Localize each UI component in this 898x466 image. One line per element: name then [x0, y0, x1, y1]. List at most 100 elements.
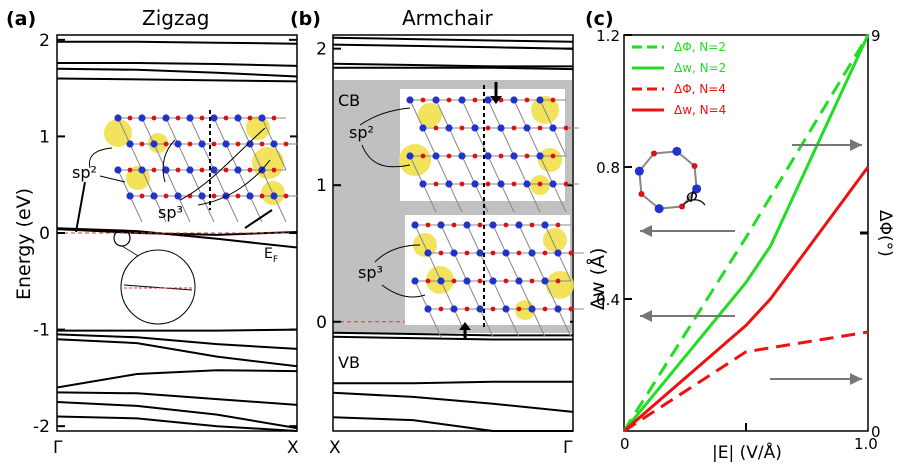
- series-line-2: [623, 330, 869, 433]
- atom-o: [563, 125, 569, 131]
- atom-n: [541, 277, 549, 285]
- zoom-band: [123, 284, 193, 291]
- atom-o: [438, 250, 444, 256]
- atom-o: [524, 153, 530, 159]
- band-line: [332, 391, 574, 413]
- legend: ΔΦ, N=2 Δw, N=2 ΔΦ, N=4 Δw, N=4: [632, 40, 726, 117]
- panel-b-title: Armchair: [402, 6, 494, 30]
- atom-n: [150, 140, 158, 148]
- atom-n: [489, 221, 497, 229]
- atom-n: [174, 192, 182, 200]
- atom-o: [271, 115, 277, 121]
- ring-molecule-inset: Φ: [634, 146, 706, 214]
- atom-n: [497, 180, 505, 188]
- atom-n: [510, 152, 518, 160]
- atom-n: [419, 124, 427, 132]
- legend-label: ΔΦ, N=2: [674, 40, 726, 54]
- x-tick-label: X: [329, 438, 341, 458]
- atom-n: [450, 249, 458, 257]
- atom-o: [451, 278, 457, 284]
- charge-density-blob: [399, 144, 431, 176]
- y-tick-label: 0.8: [596, 159, 620, 177]
- atom-n: [234, 114, 242, 122]
- atom-n: [437, 221, 445, 229]
- atom-n: [502, 249, 510, 257]
- atom-o: [451, 222, 457, 228]
- atom-o: [511, 125, 517, 131]
- band-line: [56, 67, 298, 78]
- y-tick-label: 0: [39, 224, 50, 244]
- atom-n: [471, 180, 479, 188]
- panel-c-xlabel: |E| (V/Å): [712, 441, 782, 463]
- ring-atom: [692, 184, 702, 194]
- atom-o: [211, 141, 217, 147]
- panel-a-ylabel: Energy (eV): [13, 188, 35, 300]
- atom-n: [515, 221, 523, 229]
- band-line: [56, 338, 298, 368]
- zigzag-sp-arrows: [75, 127, 273, 233]
- atom-o: [459, 181, 465, 187]
- atom-o: [459, 125, 465, 131]
- panel-c-ylabel: Δw (Å): [586, 248, 609, 310]
- cb-label: CB: [338, 91, 360, 110]
- atom-o: [235, 141, 241, 147]
- y-tick-label-right: 9: [871, 27, 881, 45]
- atom-o: [503, 278, 509, 284]
- panel-a-letter: (a): [6, 8, 36, 30]
- band-line: [332, 36, 574, 43]
- y-tick-label-right: 0: [871, 423, 881, 441]
- panel-a-bands: [56, 40, 298, 432]
- band-line: [332, 416, 573, 432]
- band-line: [56, 391, 298, 406]
- y-tick-label: -2: [33, 417, 50, 437]
- panel-a-ticks: 2 1 0 -1 -2Γ X: [33, 31, 299, 458]
- atom-n: [471, 124, 479, 132]
- ring-atom: [672, 146, 682, 156]
- atom-o: [199, 115, 205, 121]
- atom-n: [114, 166, 122, 174]
- charge-density-blob: [413, 233, 437, 257]
- atom-o: [529, 222, 535, 228]
- ring-atom: [691, 163, 698, 170]
- atom-n: [406, 96, 414, 104]
- atom-o: [550, 153, 556, 159]
- atom-o: [187, 141, 193, 147]
- atom-o: [163, 141, 169, 147]
- band-line: [56, 369, 298, 389]
- atom-n: [445, 180, 453, 188]
- legend-label: Δw, N=2: [674, 61, 726, 75]
- atom-n: [484, 152, 492, 160]
- atom-n: [162, 114, 170, 122]
- atom-n: [222, 140, 230, 148]
- atom-n: [437, 277, 445, 285]
- atom-o: [563, 181, 569, 187]
- atom-o: [503, 222, 509, 228]
- atom-n: [541, 221, 549, 229]
- phi-symbol: Φ: [686, 188, 698, 206]
- legend-label: Δw, N=4: [674, 103, 726, 117]
- charge-density-blob: [538, 148, 562, 172]
- armchair-sp3-label: sp³: [358, 263, 383, 282]
- atom-n: [424, 305, 432, 313]
- panel-a-title: Zigzag: [142, 6, 209, 30]
- atom-n: [424, 249, 432, 257]
- panel-c-series: [622, 34, 870, 433]
- atom-n: [497, 124, 505, 132]
- atom-n: [411, 221, 419, 229]
- atom-o: [259, 193, 265, 199]
- y-tick-label: 2: [316, 40, 327, 60]
- atom-n: [554, 305, 562, 313]
- atom-o: [247, 115, 253, 121]
- series-line-1: [622, 34, 870, 432]
- atom-o: [568, 250, 574, 256]
- atom-o: [524, 97, 530, 103]
- band-line: [333, 66, 574, 71]
- atom-o: [235, 193, 241, 199]
- series-line-0: [622, 34, 870, 432]
- panel-b-frame: [332, 34, 574, 432]
- atom-n: [523, 180, 531, 188]
- charge-density-blob: [104, 119, 132, 147]
- atom-n: [174, 140, 182, 148]
- atom-o: [542, 306, 548, 312]
- ring-atom: [638, 190, 645, 197]
